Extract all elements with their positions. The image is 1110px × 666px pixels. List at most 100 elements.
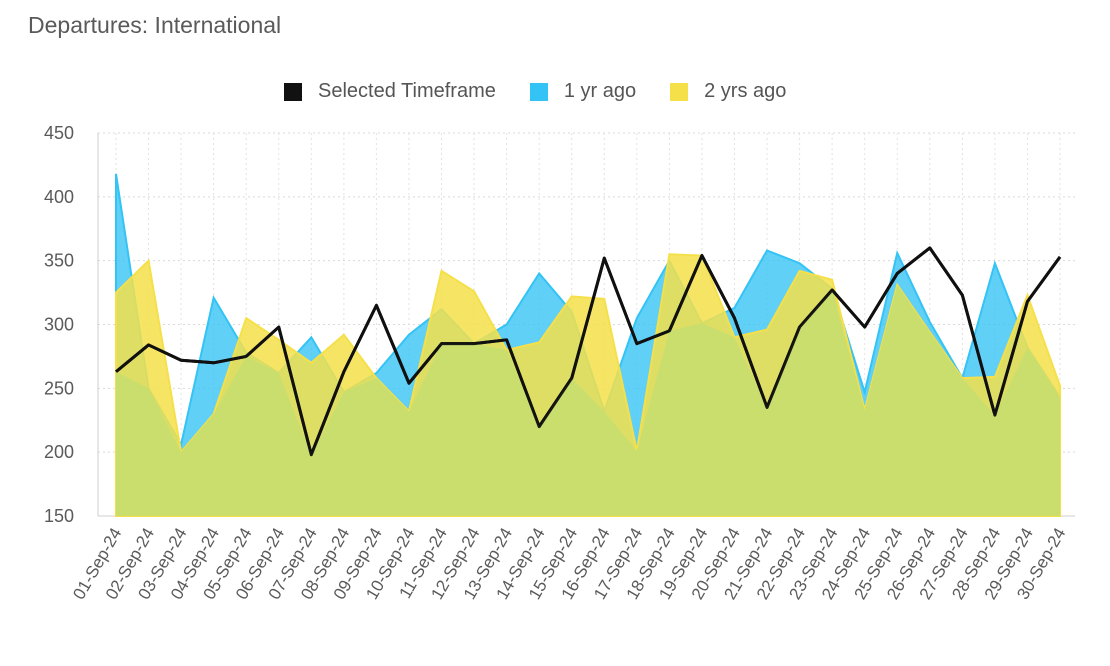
data-point-1-yr-ago[interactable] [145,384,153,392]
data-point-1-yr-ago[interactable] [730,304,738,312]
data-point-1-yr-ago[interactable] [242,349,250,357]
data-point-1-yr-ago[interactable] [405,331,413,339]
data-point-selected-timeframe[interactable] [405,379,413,387]
data-point-2-yrs-ago[interactable] [926,328,934,336]
data-point-2-yrs-ago[interactable] [991,373,999,381]
data-point-2-yrs-ago[interactable] [177,448,185,456]
data-point-1-yr-ago[interactable] [633,314,641,322]
legend-item-2-yrs-ago[interactable]: 2 yrs ago [670,80,786,103]
data-point-selected-timeframe[interactable] [177,356,185,364]
data-point-1-yr-ago[interactable] [307,333,315,341]
overlap-area [116,284,1060,516]
data-point-selected-timeframe[interactable] [372,301,380,309]
series-line-selected-timeframe-top [115,246,1062,457]
legend-label-selected-timeframe: Selected Timeframe [318,80,496,102]
data-point-1-yr-ago[interactable] [763,246,771,254]
data-point-selected-timeframe[interactable] [275,323,283,331]
data-point-2-yrs-ago[interactable] [438,267,446,275]
data-point-selected-timeframe[interactable] [991,411,999,419]
data-point-1-yr-ago[interactable] [438,305,446,313]
data-point-selected-timeframe[interactable] [503,336,511,344]
data-point-2-yrs-ago[interactable] [633,447,641,455]
data-point-2-yrs-ago[interactable] [1056,382,1064,390]
data-point-1-yr-ago[interactable] [275,369,283,377]
legend-swatch-1-yr-ago [529,82,548,101]
data-point-selected-timeframe[interactable] [1056,253,1064,261]
data-point-2-yrs-ago[interactable] [503,346,511,354]
data-point-2-yrs-ago[interactable] [568,292,576,300]
data-point-selected-timeframe[interactable] [112,368,120,376]
data-point-2-yrs-ago[interactable] [242,314,250,322]
data-point-2-yrs-ago[interactable] [340,331,348,339]
data-point-selected-timeframe[interactable] [926,244,934,252]
data-point-selected-timeframe[interactable] [893,269,901,277]
legend-swatch-selected-timeframe [284,82,302,101]
data-point-2-yrs-ago[interactable] [698,252,706,260]
data-point-1-yr-ago[interactable] [1023,343,1031,351]
data-point-2-yrs-ago[interactable] [1023,291,1031,299]
data-point-1-yr-ago[interactable] [861,388,869,396]
data-point-1-yr-ago[interactable] [470,340,478,348]
data-point-2-yrs-ago[interactable] [112,289,120,297]
data-point-2-yrs-ago[interactable] [307,359,315,367]
data-point-selected-timeframe[interactable] [568,374,576,382]
data-point-2-yrs-ago[interactable] [210,410,218,418]
data-point-selected-timeframe[interactable] [861,323,869,331]
data-point-selected-timeframe[interactable] [796,323,804,331]
data-point-2-yrs-ago[interactable] [275,336,283,344]
data-point-1-yr-ago[interactable] [535,269,543,277]
data-point-1-yr-ago[interactable] [1056,393,1064,401]
data-point-2-yrs-ago[interactable] [470,287,478,295]
chart-title: Departures: International [28,12,282,38]
data-point-2-yrs-ago[interactable] [600,295,608,303]
y-tick-label: 300 [44,315,74,335]
legend-item-1-yr-ago[interactable]: 1 yr ago [529,80,637,103]
data-point-selected-timeframe[interactable] [600,254,608,262]
y-tick-label: 350 [44,251,74,271]
data-point-1-yr-ago[interactable] [600,407,608,415]
data-point-1-yr-ago[interactable] [112,170,120,178]
data-point-1-yr-ago[interactable] [210,294,218,302]
data-point-2-yrs-ago[interactable] [796,267,804,275]
data-point-selected-timeframe[interactable] [438,340,446,348]
data-point-2-yrs-ago[interactable] [372,374,380,382]
y-tick-label: 450 [44,123,74,143]
data-point-selected-timeframe[interactable] [145,341,153,349]
data-point-selected-timeframe[interactable] [210,359,218,367]
data-point-2-yrs-ago[interactable] [535,338,543,346]
legend-label-2-yrs-ago: 2 yrs ago [704,80,787,102]
data-point-1-yr-ago[interactable] [340,388,348,396]
data-point-2-yrs-ago[interactable] [145,257,153,265]
legend-item-selected-timeframe[interactable]: Selected Timeframe [284,80,496,103]
data-point-2-yrs-ago[interactable] [763,326,771,334]
data-point-1-yr-ago[interactable] [926,318,934,326]
data-point-selected-timeframe[interactable] [763,403,771,411]
data-point-2-yrs-ago[interactable] [665,250,673,258]
data-point-1-yr-ago[interactable] [177,441,185,449]
data-point-selected-timeframe[interactable] [730,314,738,322]
data-point-1-yr-ago[interactable] [828,285,836,293]
data-point-2-yrs-ago[interactable] [405,407,413,415]
data-point-selected-timeframe[interactable] [665,327,673,335]
data-point-2-yrs-ago[interactable] [861,406,869,414]
legend-label-1-yr-ago: 1 yr ago [563,80,637,102]
data-point-selected-timeframe[interactable] [958,291,966,299]
data-point-selected-timeframe[interactable] [340,368,348,376]
data-point-1-yr-ago[interactable] [991,259,999,267]
data-point-1-yr-ago[interactable] [698,319,706,327]
data-point-selected-timeframe[interactable] [307,451,315,459]
data-point-2-yrs-ago[interactable] [893,281,901,289]
y-tick-label: 400 [44,187,74,207]
data-point-selected-timeframe[interactable] [535,423,543,431]
data-point-2-yrs-ago[interactable] [730,333,738,341]
data-point-1-yr-ago[interactable] [796,259,804,267]
data-point-2-yrs-ago[interactable] [828,276,836,284]
data-point-1-yr-ago[interactable] [893,249,901,257]
data-point-1-yr-ago[interactable] [503,321,511,329]
data-point-2-yrs-ago[interactable] [958,374,966,382]
data-point-selected-timeframe[interactable] [633,340,641,348]
data-point-1-yr-ago[interactable] [568,308,576,316]
legend-swatch-2-yrs-ago [670,82,689,101]
y-tick-label: 250 [44,378,74,398]
